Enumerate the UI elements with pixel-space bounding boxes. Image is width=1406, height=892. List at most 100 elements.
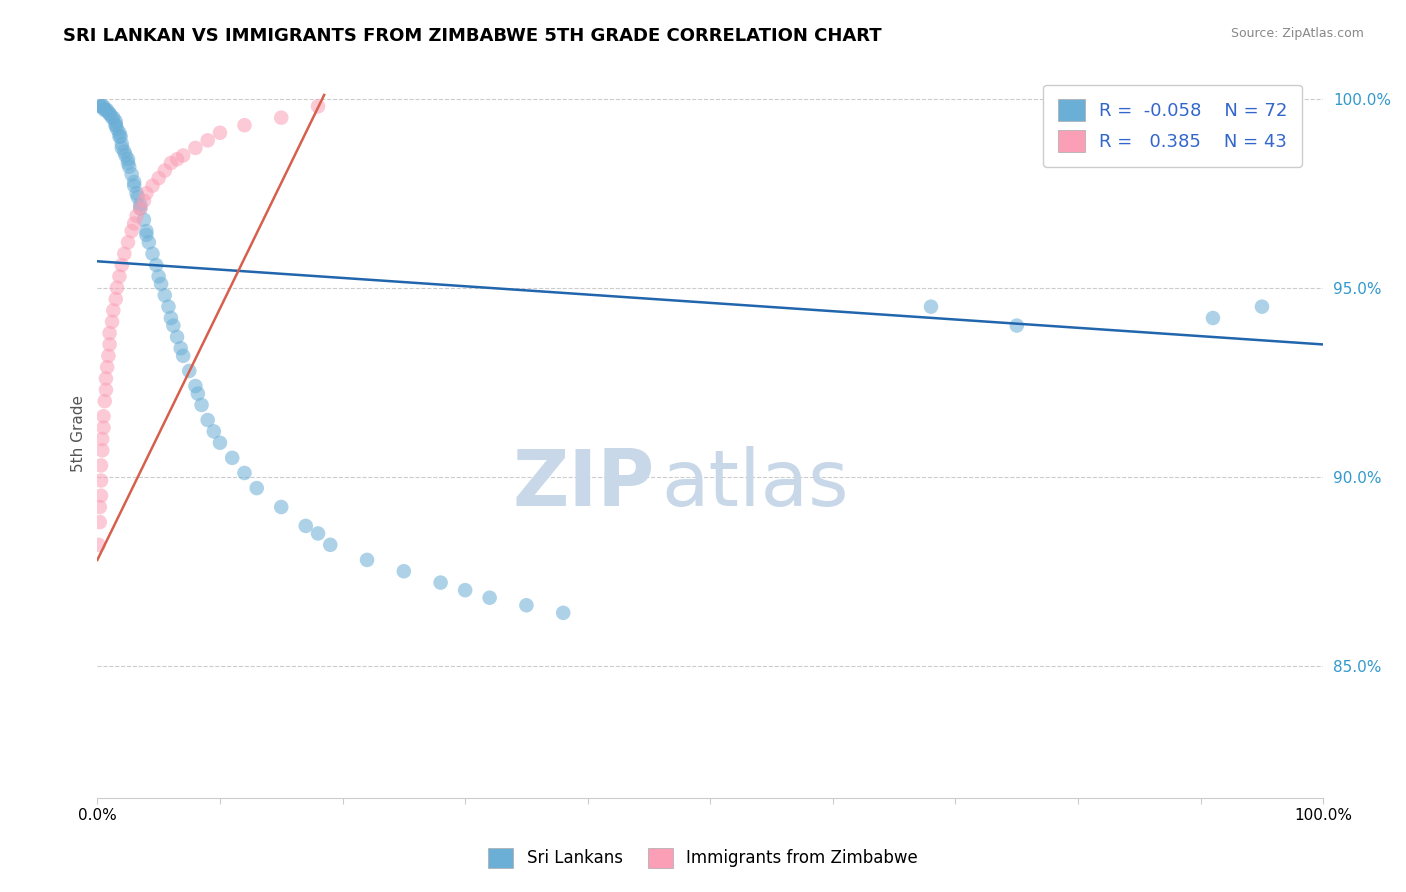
Point xyxy=(429,575,451,590)
Point xyxy=(93,409,115,424)
Point xyxy=(89,500,111,514)
Point xyxy=(105,122,128,136)
Point xyxy=(141,178,163,193)
Text: Source: ZipAtlas.com: Source: ZipAtlas.com xyxy=(1230,27,1364,40)
Point xyxy=(103,111,125,125)
Point xyxy=(129,202,152,216)
Point xyxy=(132,212,155,227)
Point xyxy=(117,235,139,250)
Point xyxy=(104,292,127,306)
Point xyxy=(141,246,163,260)
Point xyxy=(97,349,120,363)
Point xyxy=(103,303,125,318)
Point xyxy=(184,379,207,393)
Point xyxy=(170,341,193,355)
Point xyxy=(135,224,157,238)
Point xyxy=(90,458,112,473)
Point xyxy=(98,326,121,340)
Point xyxy=(454,583,477,598)
Point xyxy=(319,538,342,552)
Point xyxy=(105,281,128,295)
Point xyxy=(111,141,134,155)
Point xyxy=(122,217,145,231)
Point xyxy=(246,481,269,495)
Point xyxy=(98,337,121,351)
Point xyxy=(112,145,135,159)
Point xyxy=(307,99,329,113)
Point xyxy=(150,277,173,291)
Point xyxy=(111,258,134,272)
Legend: R =  -0.058    N = 72, R =   0.385    N = 43: R = -0.058 N = 72, R = 0.385 N = 43 xyxy=(1043,85,1302,167)
Point xyxy=(197,413,219,427)
Point xyxy=(157,300,180,314)
Point xyxy=(93,99,115,113)
Point xyxy=(108,269,131,284)
Point xyxy=(135,227,157,242)
Point xyxy=(129,202,152,216)
Point xyxy=(172,349,194,363)
Point xyxy=(98,107,121,121)
Point xyxy=(108,126,131,140)
Point xyxy=(104,118,127,132)
Point xyxy=(121,224,143,238)
Point xyxy=(91,432,114,446)
Point xyxy=(179,364,201,378)
Point xyxy=(89,99,111,113)
Y-axis label: 5th Grade: 5th Grade xyxy=(72,395,86,472)
Point xyxy=(166,153,188,167)
Point xyxy=(93,103,115,117)
Point xyxy=(117,156,139,170)
Point xyxy=(553,606,575,620)
Point xyxy=(94,383,117,397)
Point xyxy=(1251,300,1274,314)
Point xyxy=(132,194,155,208)
Point xyxy=(125,209,148,223)
Point xyxy=(138,235,160,250)
Point xyxy=(118,160,141,174)
Point xyxy=(197,133,219,147)
Point xyxy=(187,386,209,401)
Point xyxy=(208,126,231,140)
Point xyxy=(114,148,136,162)
Point xyxy=(148,269,170,284)
Point xyxy=(89,515,111,529)
Point xyxy=(160,156,183,170)
Point xyxy=(270,500,292,514)
Point xyxy=(90,489,112,503)
Point xyxy=(233,118,256,132)
Point xyxy=(87,538,110,552)
Point xyxy=(184,141,207,155)
Point xyxy=(1202,311,1225,326)
Point xyxy=(208,435,231,450)
Point xyxy=(122,175,145,189)
Text: ZIP: ZIP xyxy=(513,446,655,523)
Point xyxy=(90,99,112,113)
Point xyxy=(307,526,329,541)
Point xyxy=(104,118,127,132)
Point xyxy=(190,398,212,412)
Point xyxy=(160,311,183,326)
Text: atlas: atlas xyxy=(661,446,849,523)
Point xyxy=(121,167,143,181)
Point xyxy=(148,171,170,186)
Point xyxy=(392,564,415,578)
Point xyxy=(98,107,121,121)
Point xyxy=(145,258,167,272)
Point xyxy=(162,318,184,333)
Point xyxy=(125,186,148,201)
Point xyxy=(166,330,188,344)
Point xyxy=(294,519,316,533)
Point xyxy=(91,99,114,113)
Point xyxy=(122,178,145,193)
Point xyxy=(94,371,117,385)
Point xyxy=(515,599,537,613)
Point xyxy=(135,186,157,201)
Point xyxy=(153,288,176,302)
Point xyxy=(91,443,114,458)
Point xyxy=(94,103,117,117)
Point xyxy=(117,153,139,167)
Text: SRI LANKAN VS IMMIGRANTS FROM ZIMBABWE 5TH GRADE CORRELATION CHART: SRI LANKAN VS IMMIGRANTS FROM ZIMBABWE 5… xyxy=(63,27,882,45)
Point xyxy=(110,129,132,144)
Point xyxy=(1005,318,1028,333)
Point xyxy=(93,420,115,434)
